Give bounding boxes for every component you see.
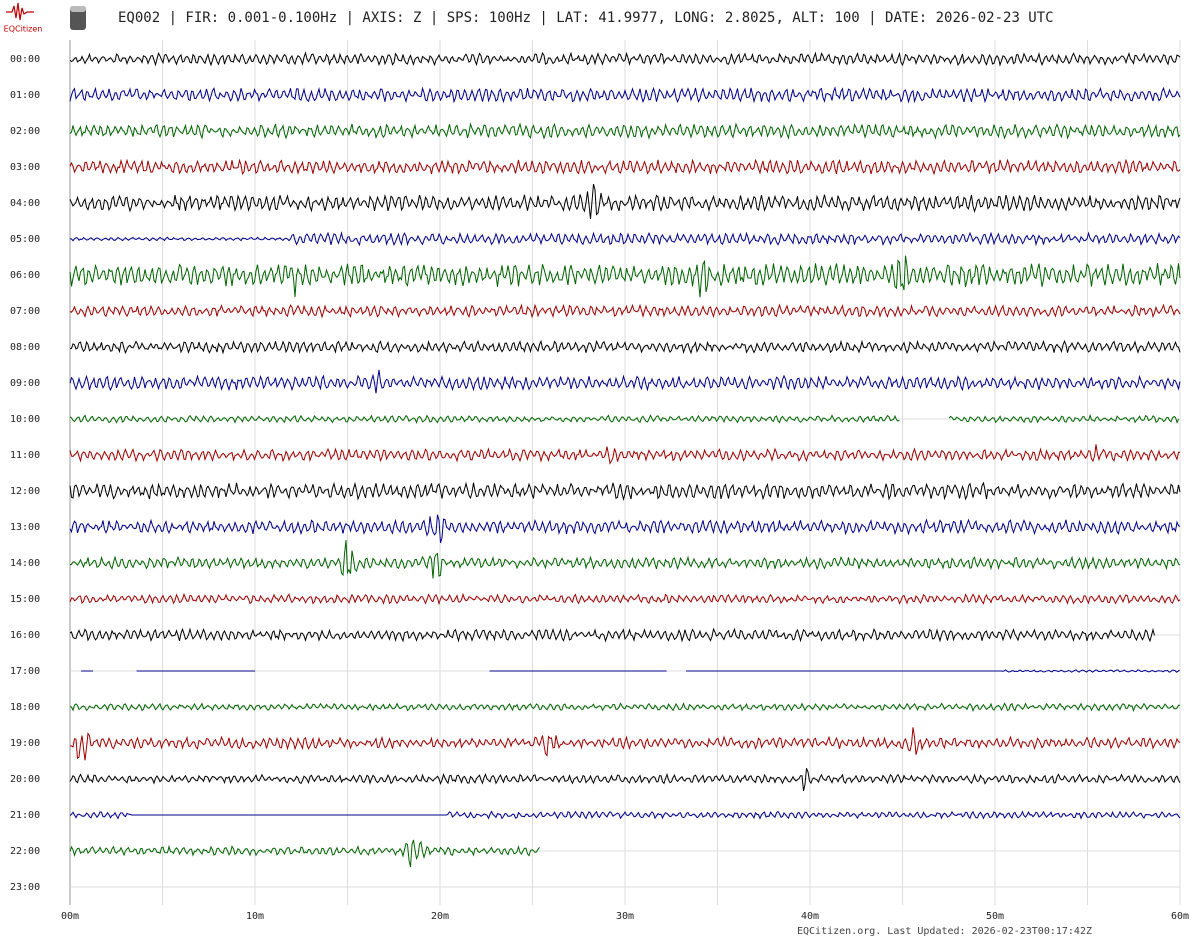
row-label: 19:00 (10, 738, 40, 749)
row-label: 18:00 (10, 702, 40, 713)
seismic-trace (69, 592, 1181, 606)
seismic-trace (69, 339, 1181, 355)
row-label: 10:00 (10, 414, 40, 425)
seismic-trace (69, 86, 1181, 104)
footer-text: EQCitizen.org. Last Updated: 2026-02-23T… (797, 926, 1092, 937)
row-label: 22:00 (10, 846, 40, 857)
logo: EQCitizen (4, 2, 86, 34)
seismic-trace (69, 768, 1181, 792)
row-label: 23:00 (10, 882, 40, 893)
seismic-trace (69, 727, 1181, 761)
seismic-trace (69, 514, 1181, 544)
row-label: 11:00 (10, 450, 40, 461)
seismic-trace (686, 669, 1180, 673)
x-tick-label: 40m (801, 911, 819, 922)
seismic-trace (69, 414, 900, 424)
seismic-trace (69, 369, 1181, 394)
row-label: 13:00 (10, 522, 40, 533)
x-tick-label: 60m (1171, 911, 1189, 922)
seismic-trace (69, 539, 1181, 579)
header-title: EQ002 | FIR: 0.001-0.100Hz | AXIS: Z | S… (118, 10, 1054, 26)
seismic-trace (69, 702, 1180, 713)
row-label: 04:00 (10, 198, 40, 209)
logo-wave (6, 2, 34, 21)
row-label: 14:00 (10, 558, 40, 569)
seismic-trace (948, 413, 1180, 424)
seismic-trace (69, 51, 1181, 67)
seismic-trace (69, 839, 540, 868)
row-label: 05:00 (10, 234, 40, 245)
row-label: 03:00 (10, 162, 40, 173)
sensor-cap (70, 6, 86, 12)
seismic-trace (69, 444, 1181, 465)
x-tick-label: 20m (431, 911, 449, 922)
row-label: 16:00 (10, 630, 40, 641)
x-tick-label: 50m (986, 911, 1004, 922)
seismic-trace (69, 255, 1181, 298)
x-tick-label: 00m (61, 911, 79, 922)
logo-text: EQCitizen (4, 25, 43, 34)
row-label: 07:00 (10, 306, 40, 317)
seismic-trace (69, 627, 1155, 643)
row-label: 15:00 (10, 594, 40, 605)
seismic-trace (69, 231, 1181, 247)
row-label: 06:00 (10, 270, 40, 281)
row-label: 20:00 (10, 774, 40, 785)
seismic-trace (69, 122, 1181, 140)
row-label: 01:00 (10, 90, 40, 101)
seismic-trace (69, 810, 1181, 820)
row-label: 12:00 (10, 486, 40, 497)
row-label: 09:00 (10, 378, 40, 389)
x-tick-label: 30m (616, 911, 634, 922)
row-label: 17:00 (10, 666, 40, 677)
seismic-trace (69, 183, 1181, 220)
seismic-trace (69, 158, 1181, 176)
row-label: 02:00 (10, 126, 40, 137)
seismic-trace (69, 303, 1181, 319)
x-tick-label: 10m (246, 911, 264, 922)
row-label: 21:00 (10, 810, 40, 821)
seismic-trace (69, 481, 1181, 502)
row-label: 08:00 (10, 342, 40, 353)
row-label: 00:00 (10, 54, 40, 65)
